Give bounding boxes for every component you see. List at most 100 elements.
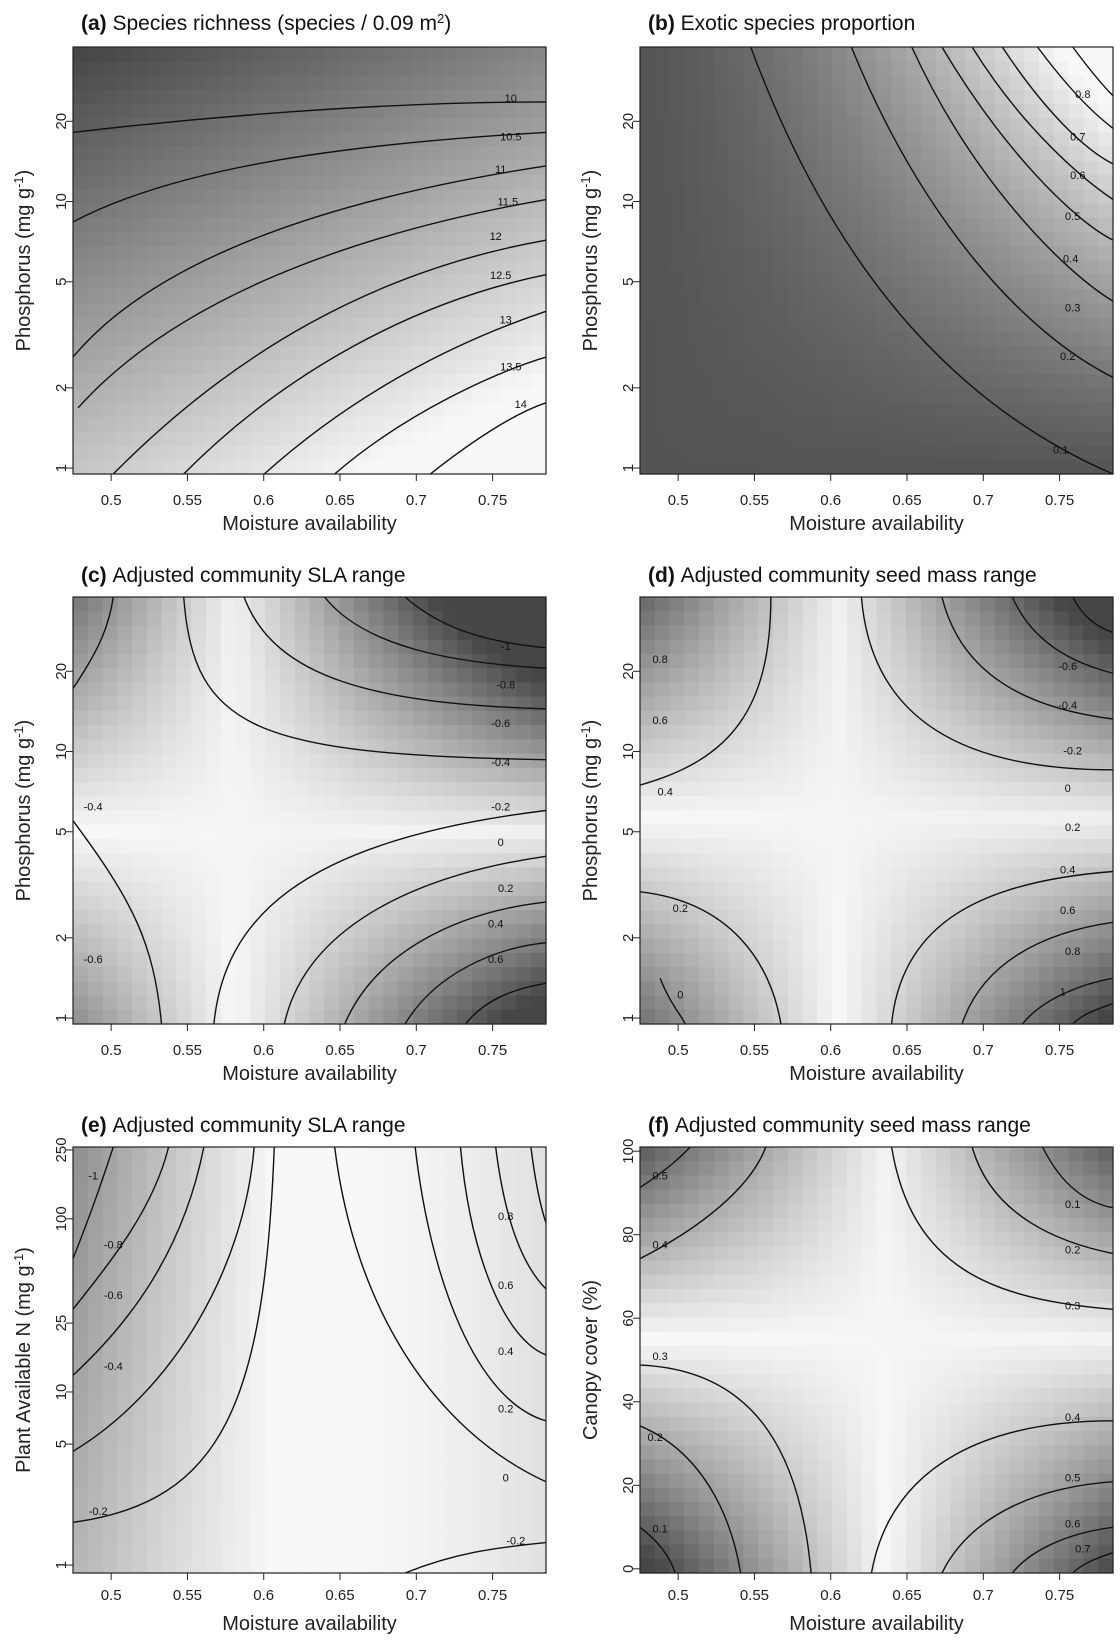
heatmap-cell <box>516 1473 532 1489</box>
heatmap-cell <box>516 1416 532 1432</box>
heatmap-cell <box>235 288 251 304</box>
heatmap-cell <box>250 696 266 712</box>
heatmap-cell <box>191 668 207 683</box>
heatmap-cell <box>206 1189 222 1205</box>
heatmap-cell <box>368 853 385 869</box>
heatmap-cell <box>669 331 685 347</box>
heatmap-cell <box>713 967 730 982</box>
heatmap-cell <box>846 782 863 797</box>
heatmap-cell <box>965 767 981 783</box>
heatmap-cell <box>398 895 414 911</box>
heatmap-cell <box>846 696 863 712</box>
heatmap-cell <box>206 1218 222 1233</box>
heatmap-cell <box>368 611 385 627</box>
heatmap-cell <box>654 232 671 247</box>
heatmap-cell <box>1083 160 1099 176</box>
heatmap-cell <box>501 459 518 475</box>
heatmap-cell <box>1024 1009 1040 1025</box>
heatmap-cell <box>427 1161 444 1176</box>
heatmap-cell <box>891 924 907 940</box>
heatmap-cell <box>176 317 192 333</box>
heatmap-cell <box>176 782 192 797</box>
heatmap-cell <box>472 1416 488 1432</box>
heatmap-cell <box>235 232 251 247</box>
heatmap-cell <box>979 75 996 91</box>
heatmap-cell <box>324 782 340 797</box>
heatmap-cell <box>950 952 966 968</box>
heatmap-cell <box>220 824 237 840</box>
heatmap-cell <box>412 796 429 812</box>
heatmap-cell <box>309 725 325 740</box>
heatmap-cell <box>1083 810 1099 826</box>
heatmap-cell <box>640 867 656 883</box>
heatmap-cell <box>846 838 863 854</box>
heatmap-cell <box>846 952 863 968</box>
heatmap-cell <box>309 303 325 319</box>
heatmap-cell <box>339 360 355 375</box>
heatmap-cell <box>832 75 848 91</box>
heatmap-cell <box>412 725 429 740</box>
heatmap-cell <box>669 288 685 304</box>
heatmap-cell <box>324 75 340 91</box>
heatmap-cell <box>531 767 547 783</box>
heatmap-cell <box>220 1303 237 1318</box>
heatmap-cell <box>412 1459 429 1475</box>
heatmap-cell <box>383 1161 399 1176</box>
heatmap-cell <box>472 175 488 190</box>
heatmap-cell <box>920 431 937 447</box>
heatmap-cell <box>713 47 730 62</box>
heatmap-cell <box>265 146 281 162</box>
heatmap-cell <box>1039 402 1055 418</box>
heatmap-cell <box>265 175 281 190</box>
heatmap-cell <box>935 61 952 77</box>
heatmap-cell <box>132 824 148 840</box>
heatmap-cell <box>758 374 774 390</box>
heatmap-cell <box>161 725 178 740</box>
heatmap-cell <box>728 345 745 361</box>
heatmap-cell <box>102 938 118 954</box>
heatmap-cell <box>324 1175 340 1191</box>
heatmap-cell <box>309 1203 325 1219</box>
heatmap-cell <box>1039 753 1055 769</box>
heatmap-cell <box>73 217 89 233</box>
heatmap-cell <box>279 47 296 62</box>
heatmap-cell <box>501 1147 518 1162</box>
x-tick-label: 0.5 <box>668 1042 689 1059</box>
heatmap-cell <box>516 1487 532 1503</box>
heatmap-cell <box>684 910 700 925</box>
heatmap-cell <box>684 203 700 219</box>
heatmap-cell <box>102 303 118 319</box>
heatmap-cell <box>324 1246 340 1262</box>
heatmap-cell <box>758 274 774 290</box>
heatmap-cell <box>920 260 937 276</box>
heatmap-cell <box>220 924 237 940</box>
heatmap-cell <box>176 1558 192 1574</box>
heatmap-cell <box>412 1289 429 1304</box>
heatmap-cell <box>161 1473 178 1489</box>
heatmap-cell <box>191 867 207 883</box>
heatmap-cell <box>117 217 133 233</box>
heatmap-cell <box>146 881 163 897</box>
heatmap-cell <box>832 597 848 612</box>
heatmap-cell <box>1009 260 1025 276</box>
heatmap-cell <box>713 388 730 404</box>
heatmap-cell <box>486 639 503 655</box>
heatmap-cell <box>935 189 952 205</box>
heatmap-cell <box>486 445 503 461</box>
heatmap-cell <box>743 739 759 755</box>
heatmap-cell <box>368 753 385 769</box>
heatmap-cell <box>950 981 966 997</box>
heatmap-cell <box>787 938 804 954</box>
heatmap-cell <box>832 924 848 940</box>
heatmap-cell <box>457 682 473 698</box>
heatmap-cell <box>743 824 759 840</box>
heatmap-cell <box>758 767 774 783</box>
heatmap-cell <box>501 1544 518 1560</box>
heatmap-cell <box>161 402 178 418</box>
heatmap-cell <box>876 374 892 390</box>
heatmap-cell <box>669 431 685 447</box>
heatmap-cell <box>73 89 89 105</box>
heatmap-cell <box>773 445 789 461</box>
heatmap-cell <box>427 1516 444 1531</box>
heatmap-cell <box>472 203 488 219</box>
